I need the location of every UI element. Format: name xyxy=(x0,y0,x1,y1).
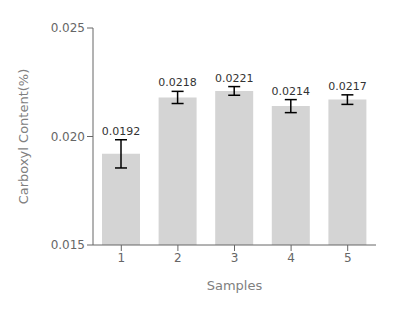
svg-text:0.0218: 0.0218 xyxy=(158,76,197,89)
svg-text:0.0221: 0.0221 xyxy=(215,72,254,85)
svg-text:0.025: 0.025 xyxy=(51,21,85,35)
svg-text:0.0217: 0.0217 xyxy=(328,80,367,93)
svg-text:Carboxyl Content(%): Carboxyl Content(%) xyxy=(16,69,31,205)
svg-text:0.015: 0.015 xyxy=(51,238,85,252)
svg-text:5: 5 xyxy=(344,251,352,265)
svg-text:Samples: Samples xyxy=(207,278,263,293)
svg-text:0.0214: 0.0214 xyxy=(272,85,311,98)
svg-text:0.0192: 0.0192 xyxy=(102,125,141,138)
svg-text:4: 4 xyxy=(287,251,295,265)
svg-text:3: 3 xyxy=(231,251,239,265)
svg-text:1: 1 xyxy=(117,251,125,265)
svg-text:0.020: 0.020 xyxy=(51,130,85,144)
svg-text:2: 2 xyxy=(174,251,182,265)
